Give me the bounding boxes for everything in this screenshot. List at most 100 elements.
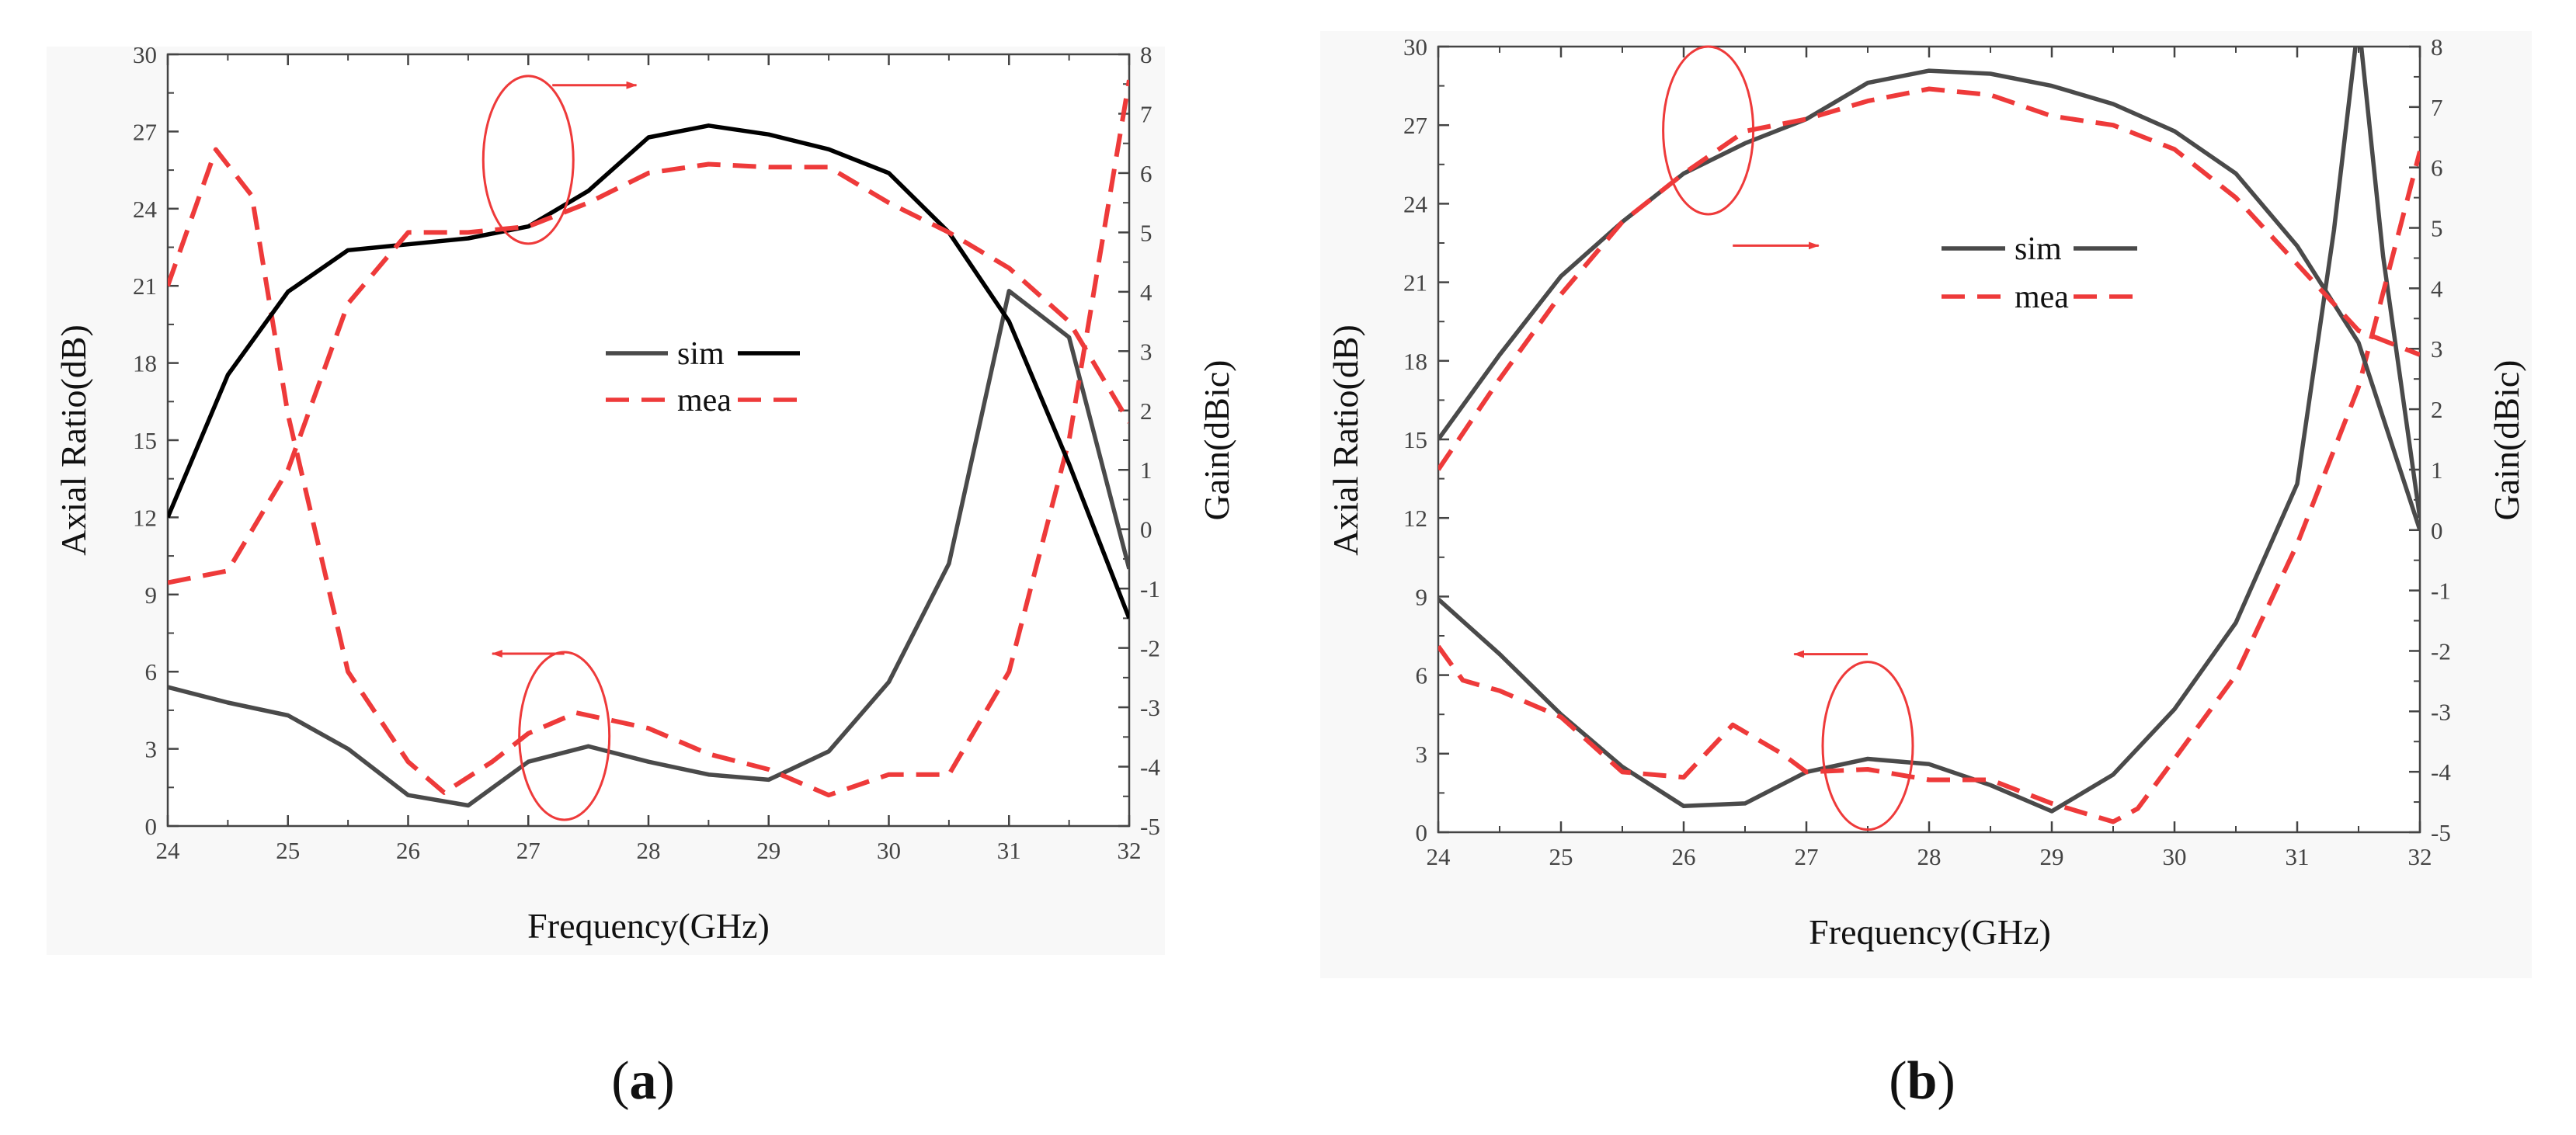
series-mea-gain bbox=[168, 161, 1129, 585]
y-right-tick-label: 5 bbox=[2431, 215, 2443, 242]
y-right-tick-label: -5 bbox=[2431, 819, 2451, 846]
y-left-tick-label: 6 bbox=[1416, 662, 1428, 689]
plot-area-a bbox=[166, 53, 1131, 828]
y-left-tick-label: 30 bbox=[133, 41, 157, 68]
series-mea-axial-ratio bbox=[1438, 151, 2420, 824]
chart-panel-a: 24 25 26 27 28 29 30 31 32036912151821242730-5-4… bbox=[47, 41, 1236, 1111]
x-tick-label: 32 bbox=[1118, 837, 1142, 864]
y-right-tick-label: -5 bbox=[1140, 813, 1160, 840]
y-left-tick-label: 18 bbox=[133, 350, 157, 377]
y-right-tick-label: 8 bbox=[2431, 33, 2443, 61]
y-left-tick-label: 24 bbox=[133, 196, 158, 223]
y-right-tick-label: 0 bbox=[1140, 516, 1152, 543]
series-sim-axial-ratio bbox=[1438, 47, 2420, 814]
series-layer-b bbox=[1438, 47, 2420, 824]
y-right-tick-label: 1 bbox=[2431, 456, 2443, 484]
annotation-ellipse bbox=[1662, 45, 1755, 216]
y-right-tick-label: 4 bbox=[1140, 279, 1152, 306]
x-tick-label: 31 bbox=[997, 837, 1021, 864]
x-tick-label: 32 bbox=[2408, 843, 2432, 870]
y-left-tick-label: 21 bbox=[133, 272, 157, 300]
x-tick-label: 24 bbox=[156, 837, 181, 864]
y-left-tick-label: 0 bbox=[145, 813, 158, 840]
y-left-tick-label: 0 bbox=[1416, 819, 1428, 846]
y-right-tick-label: 2 bbox=[1140, 397, 1152, 425]
y-left-tick-label: 24 bbox=[1403, 190, 1428, 217]
annotation-ellipse bbox=[481, 75, 575, 245]
y-left-tick-label: 3 bbox=[145, 736, 158, 763]
series-sim-gain bbox=[168, 123, 1129, 620]
series-sim-axial-ratio bbox=[168, 289, 1129, 808]
legend-label: sim bbox=[2015, 231, 2062, 267]
annotations-b bbox=[1662, 45, 1914, 831]
y-right-tick-label: 4 bbox=[2431, 275, 2443, 302]
series-mea-gain bbox=[1438, 86, 2420, 471]
legend-label: mea bbox=[677, 383, 732, 418]
x-tick-label: 26 bbox=[1672, 843, 1696, 870]
x-tick-label: 24 bbox=[1427, 843, 1451, 870]
y-right-tick-label: -1 bbox=[1140, 575, 1160, 602]
y-right-tick-label: -2 bbox=[2431, 637, 2451, 665]
annotation-ellipse bbox=[1821, 661, 1914, 831]
x-tick-label: 29 bbox=[2040, 843, 2064, 870]
y-right-tick-label: -4 bbox=[1140, 754, 1160, 781]
y-left-tick-label: 15 bbox=[1403, 426, 1427, 453]
y-axis-right-title-a: Gain(dBic) bbox=[1197, 360, 1236, 521]
panel-label-b: (b) bbox=[1889, 1051, 1955, 1111]
legend-b: sim mea bbox=[1942, 231, 2137, 315]
annotation-ellipse bbox=[518, 651, 611, 821]
y-left-tick-label: 18 bbox=[1403, 348, 1427, 375]
panel-label-a: (a) bbox=[611, 1051, 675, 1111]
ticks-a: 24 25 26 27 28 29 30 31 32036912151821242730-5-4… bbox=[133, 41, 1160, 864]
y-left-tick-label: 9 bbox=[1416, 583, 1428, 610]
y-left-tick-label: 27 bbox=[133, 118, 157, 145]
y-left-tick-label: 6 bbox=[145, 658, 158, 686]
legend-label: mea bbox=[2015, 279, 2069, 315]
y-right-tick-label: 5 bbox=[1140, 219, 1152, 246]
ticks-b: 24 25 26 27 28 29 30 31 32036912151821242730-5-4… bbox=[1403, 33, 2451, 870]
y-right-tick-label: -2 bbox=[1140, 635, 1160, 662]
y-left-tick-label: 15 bbox=[133, 427, 157, 454]
y-right-tick-label: 0 bbox=[2431, 517, 2443, 544]
y-left-tick-label: 3 bbox=[1416, 741, 1428, 768]
y-right-tick-label: -1 bbox=[2431, 578, 2451, 605]
x-tick-label: 27 bbox=[1795, 843, 1819, 870]
x-tick-label: 25 bbox=[276, 837, 300, 864]
y-right-tick-label: 6 bbox=[1140, 160, 1152, 187]
y-right-tick-label: 8 bbox=[1140, 41, 1152, 68]
y-right-tick-label: 3 bbox=[2431, 335, 2443, 363]
x-tick-label: 30 bbox=[2163, 843, 2187, 870]
x-tick-label: 29 bbox=[756, 837, 780, 864]
x-tick-label: 28 bbox=[637, 837, 661, 864]
y-axis-left-title-a: Axial Ratio(dB) bbox=[54, 325, 93, 556]
legend-a: sim mea bbox=[606, 336, 800, 418]
series-layer-a bbox=[168, 79, 1129, 808]
y-right-tick-label: -4 bbox=[2431, 758, 2451, 786]
y-axis-right-title-b: Gain(dBic) bbox=[2487, 360, 2526, 521]
legend-label: sim bbox=[677, 336, 725, 372]
x-tick-label: 28 bbox=[1917, 843, 1942, 870]
y-right-tick-label: 3 bbox=[1140, 338, 1152, 365]
x-tick-label: 25 bbox=[1549, 843, 1573, 870]
y-right-tick-label: 2 bbox=[2431, 396, 2443, 423]
x-tick-label: 31 bbox=[2286, 843, 2310, 870]
y-right-tick-label: 7 bbox=[2431, 94, 2443, 121]
annotations-a bbox=[481, 75, 638, 821]
y-right-tick-label: -3 bbox=[2431, 698, 2451, 725]
chart-panel-b: 24 25 26 27 28 29 30 31 32036912151821242730-5-4… bbox=[1320, 31, 2532, 1111]
y-left-tick-label: 21 bbox=[1403, 269, 1427, 297]
y-right-tick-label: 1 bbox=[1140, 456, 1152, 484]
x-axis-title-b: Frequency(GHz) bbox=[1809, 912, 2051, 952]
y-axis-left-title-b: Axial Ratio(dB) bbox=[1326, 325, 1365, 556]
y-left-tick-label: 12 bbox=[133, 504, 157, 531]
y-left-tick-label: 27 bbox=[1403, 112, 1427, 139]
series-sim-gain bbox=[1438, 68, 2420, 531]
x-tick-label: 27 bbox=[516, 837, 541, 864]
y-right-tick-label: 6 bbox=[2431, 154, 2443, 182]
y-right-tick-label: -3 bbox=[1140, 694, 1160, 721]
plot-area-b bbox=[1437, 45, 2421, 834]
y-right-tick-label: 7 bbox=[1140, 100, 1152, 127]
y-left-tick-label: 12 bbox=[1403, 505, 1427, 532]
x-axis-title-a: Frequency(GHz) bbox=[527, 906, 770, 946]
